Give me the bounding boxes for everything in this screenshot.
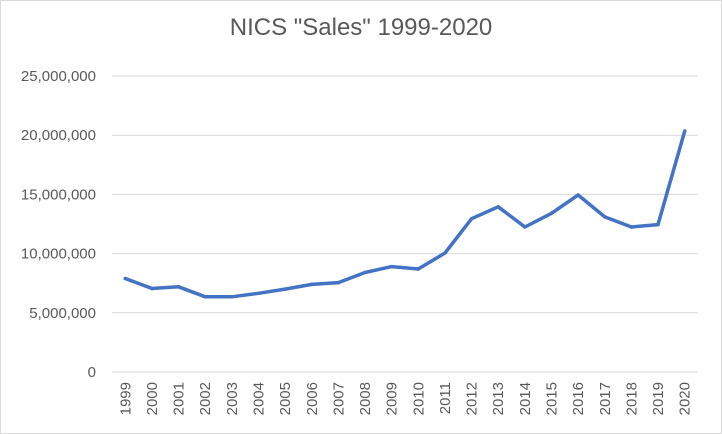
data-point [443,251,447,255]
y-tick-label: 25,000,000 [21,68,96,85]
x-tick-label: 2013 [490,382,507,415]
data-point [230,295,234,299]
x-tick-label: 2000 [144,382,161,415]
data-point [656,222,660,227]
x-tick-label: 2007 [330,382,347,415]
data-point [283,287,287,291]
x-tick-label: 2001 [171,382,188,415]
x-tick-label: 2006 [304,382,321,415]
chart-title: NICS "Sales" 1999-2020 [229,14,493,41]
data-point [549,211,554,216]
y-tick-label: 15,000,000 [21,186,96,203]
data-point [336,280,341,285]
x-tick-label: 2011 [437,382,454,414]
x-tick-label: 2017 [597,382,614,415]
x-tick-label: 2004 [251,382,268,415]
data-point [496,205,500,209]
data-point [469,216,474,221]
data-point [682,129,687,133]
y-tick-label: 0 [88,364,96,381]
series-lines [123,129,687,299]
y-tick-label: 20,000,000 [21,127,96,144]
x-tick-label: 2018 [623,382,640,415]
data-point [123,276,128,281]
data-point [256,291,261,296]
x-tick-label: 2010 [410,382,427,415]
x-tick-label: 2002 [197,382,214,415]
data-point [310,282,314,287]
x-tick-label: 2014 [517,382,534,415]
x-axis-tick-labels: 1999 2000 2001 2002 2003 2004 2005 2006 2007 2008… [117,382,693,415]
data-point [629,225,634,229]
y-tick-label: 10,000,000 [21,246,96,263]
data-point [150,286,154,291]
x-tick-label: 2019 [650,382,667,415]
x-tick-label: 2005 [277,382,294,415]
x-tick-label: 2015 [544,382,561,415]
x-tick-label: 2020 [677,382,694,415]
data-point [416,267,421,271]
data-point [389,264,394,269]
x-tick-label: 2012 [464,382,481,415]
data-point [576,193,580,197]
data-point [176,285,181,289]
x-tick-label: 1999 [117,382,134,415]
x-tick-label: 2016 [570,382,587,415]
data-point [523,225,527,229]
x-tick-label: 2009 [384,382,401,415]
data-point [363,270,367,275]
x-tick-label: 2003 [224,382,241,415]
series-line [123,129,687,299]
x-tick-label: 2008 [357,382,374,415]
y-tick-label: 5,000,000 [29,305,96,322]
gridlines [112,75,698,373]
y-axis-tick-labels: 0 5,000,000 10,000,000 15,000,000 20,000,000… [21,68,96,381]
data-point [203,295,207,299]
data-point [603,215,607,219]
